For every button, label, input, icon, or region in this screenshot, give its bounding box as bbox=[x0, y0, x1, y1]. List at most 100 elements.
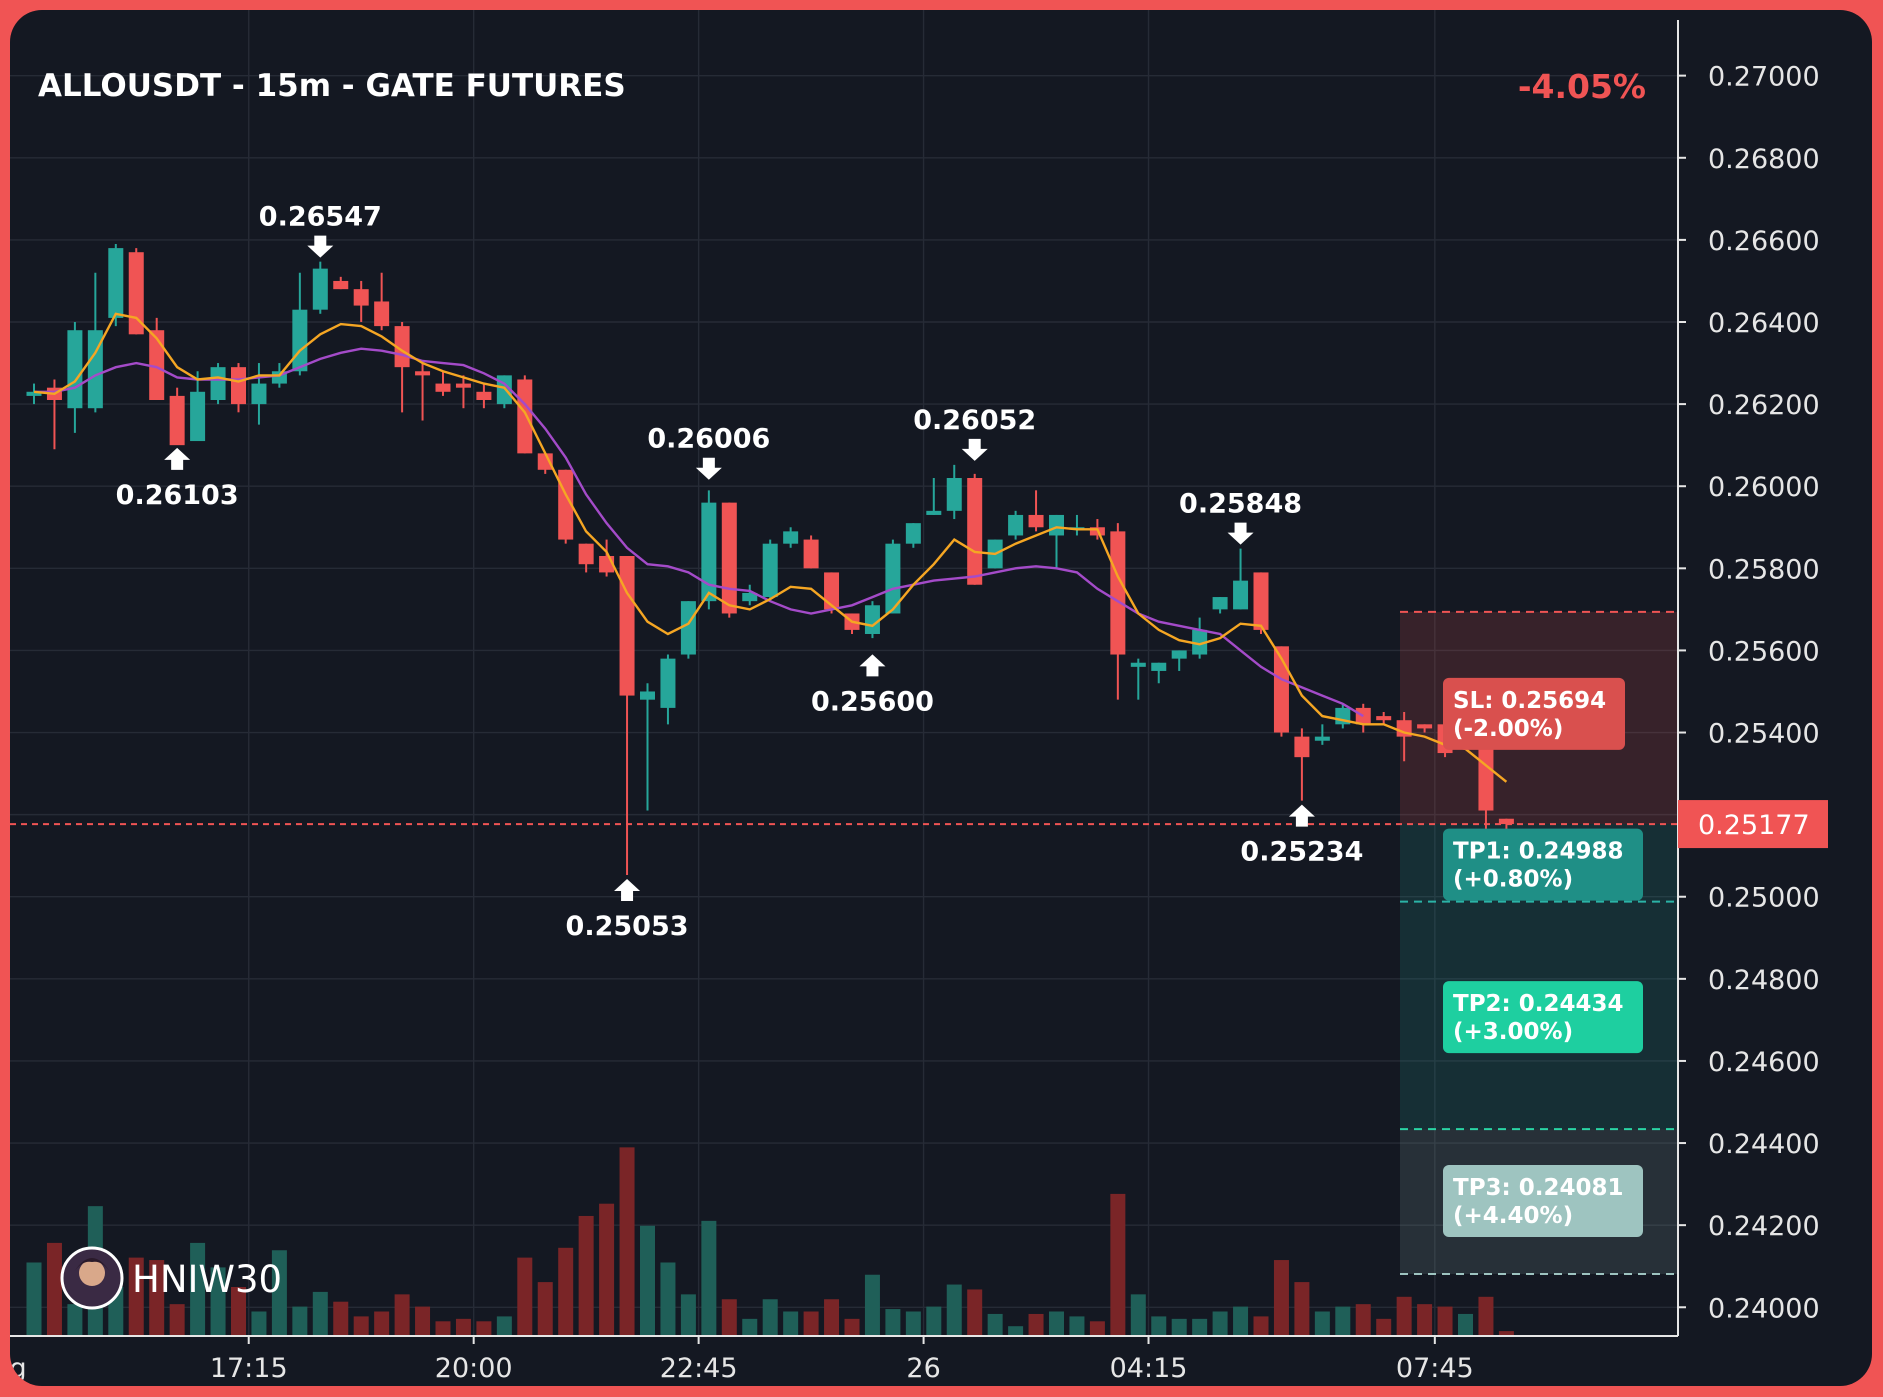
time-tick-label: 07:45 bbox=[1396, 1353, 1474, 1384]
arrow-down-icon bbox=[695, 457, 722, 480]
arrow-down-icon bbox=[307, 235, 334, 258]
candle-down bbox=[803, 539, 819, 569]
price-tick-label: 0.26000 bbox=[1708, 472, 1820, 503]
moving-averages bbox=[33, 312, 1508, 783]
arrow-down-icon bbox=[1227, 522, 1254, 545]
arrow-down-icon bbox=[961, 438, 988, 461]
volume-bar bbox=[660, 1262, 676, 1336]
volume-bar bbox=[1192, 1318, 1208, 1336]
volume-bar bbox=[435, 1321, 451, 1336]
price-tick-label: 0.26200 bbox=[1708, 390, 1820, 421]
candle-up bbox=[762, 543, 778, 598]
candle-down bbox=[1498, 818, 1514, 825]
volume-bar bbox=[1253, 1316, 1269, 1336]
price-tick-label: 0.24600 bbox=[1708, 1047, 1820, 1078]
candle-down bbox=[537, 453, 553, 470]
volume-bar bbox=[1089, 1321, 1105, 1336]
time-tick-label: 17:15 bbox=[210, 1353, 288, 1384]
time-tick-label: 26 bbox=[906, 1353, 940, 1384]
candle-up bbox=[1192, 629, 1208, 655]
volume-bar bbox=[333, 1301, 349, 1336]
grid bbox=[10, 10, 1678, 1336]
volume-bar bbox=[1212, 1311, 1228, 1336]
candle-up bbox=[108, 248, 124, 318]
price-tick-label: 0.25400 bbox=[1708, 719, 1820, 750]
candle-down bbox=[149, 330, 165, 400]
swing-low-label: 0.25600 bbox=[811, 686, 934, 717]
volume-bar bbox=[1458, 1313, 1473, 1336]
candle-down bbox=[231, 367, 246, 405]
candle-down bbox=[169, 395, 185, 446]
volume-bar bbox=[1049, 1311, 1064, 1336]
volume-bar bbox=[476, 1321, 492, 1336]
volume-bar bbox=[742, 1318, 758, 1336]
candle-down bbox=[721, 502, 737, 614]
level-sub-tp3: (+4.40%) bbox=[1453, 1203, 1573, 1229]
candle-down bbox=[1110, 531, 1126, 655]
swing-high-label: 0.25848 bbox=[1179, 489, 1302, 520]
avatar-hair bbox=[74, 1258, 110, 1272]
volume-bar bbox=[640, 1225, 655, 1336]
candle-up bbox=[190, 391, 206, 442]
candle-up bbox=[87, 330, 103, 409]
volume-bar bbox=[599, 1203, 615, 1336]
volume-bar bbox=[803, 1311, 819, 1336]
time-tick-label: g bbox=[10, 1353, 27, 1384]
chart-title: ALLOUSDT - 15m - GATE FUTURES bbox=[38, 68, 626, 104]
candle-down bbox=[1376, 716, 1392, 721]
volume-bar bbox=[128, 1257, 144, 1336]
volume-bar bbox=[415, 1306, 431, 1336]
arrow-up-icon bbox=[1288, 804, 1315, 827]
volume-bar bbox=[680, 1294, 696, 1336]
candle-up bbox=[1049, 514, 1064, 536]
volume-bar bbox=[619, 1147, 635, 1336]
candle-up bbox=[905, 523, 921, 544]
candle-up bbox=[292, 309, 308, 372]
level-sub-tp2: (+3.00%) bbox=[1453, 1019, 1573, 1045]
price-tick-label: 0.25800 bbox=[1708, 554, 1820, 585]
candle-down bbox=[435, 383, 451, 392]
level-label-tp3: TP3: 0.24081 bbox=[1453, 1175, 1624, 1201]
candle-up bbox=[640, 691, 655, 700]
volume-bar bbox=[1396, 1296, 1412, 1336]
time-axis: g 17:15 20:00 22:45 26 04:15 07:45 bbox=[10, 1335, 1678, 1384]
volume-bar bbox=[1151, 1316, 1167, 1336]
volume-bar bbox=[824, 1299, 840, 1336]
candle-up bbox=[783, 531, 799, 544]
level-sub-tp1: (+0.80%) bbox=[1453, 867, 1573, 893]
candle-down bbox=[415, 371, 431, 376]
volume-bar bbox=[1376, 1318, 1392, 1336]
volume-bar bbox=[1110, 1193, 1126, 1336]
level-sub-sl: (-2.00%) bbox=[1453, 716, 1563, 742]
volume-bar bbox=[26, 1262, 42, 1336]
candle-down bbox=[578, 543, 594, 565]
volume-bar bbox=[1437, 1306, 1453, 1336]
candle-down bbox=[967, 478, 983, 585]
volume-bar bbox=[517, 1257, 533, 1336]
swing-low-label: 0.25053 bbox=[566, 911, 689, 942]
price-tick-label: 0.24400 bbox=[1708, 1129, 1820, 1160]
volume-bar bbox=[1355, 1304, 1371, 1336]
candle-down bbox=[374, 301, 390, 327]
watermark: HNIW30 bbox=[60, 1246, 282, 1310]
price-tick-label: 0.24200 bbox=[1708, 1211, 1820, 1242]
volume-bar bbox=[1498, 1331, 1514, 1336]
volume-bar bbox=[67, 1304, 83, 1336]
candle-down bbox=[476, 391, 492, 400]
volume-bar bbox=[1028, 1313, 1044, 1336]
volume-bar bbox=[394, 1294, 410, 1336]
ema-fast-line bbox=[33, 312, 1508, 783]
swing-low-label: 0.25234 bbox=[1240, 837, 1363, 868]
volume-bar bbox=[149, 1260, 165, 1336]
volume-bar bbox=[271, 1250, 287, 1336]
watermark-username: HNIW30 bbox=[132, 1258, 282, 1301]
avatar-face bbox=[79, 1260, 105, 1286]
swing-high-label: 0.26547 bbox=[259, 202, 382, 233]
candle-down bbox=[619, 556, 635, 696]
candle-up bbox=[1130, 662, 1146, 667]
change-percent: -4.05% bbox=[1518, 67, 1646, 106]
candlestick-chart[interactable]: 0.26547 0.26103 0.26006 0.25053 0.26052 0.256… bbox=[10, 10, 1872, 1386]
volume-bar bbox=[762, 1299, 778, 1336]
time-tick-label: 20:00 bbox=[435, 1353, 513, 1384]
volume-bar bbox=[926, 1306, 942, 1336]
